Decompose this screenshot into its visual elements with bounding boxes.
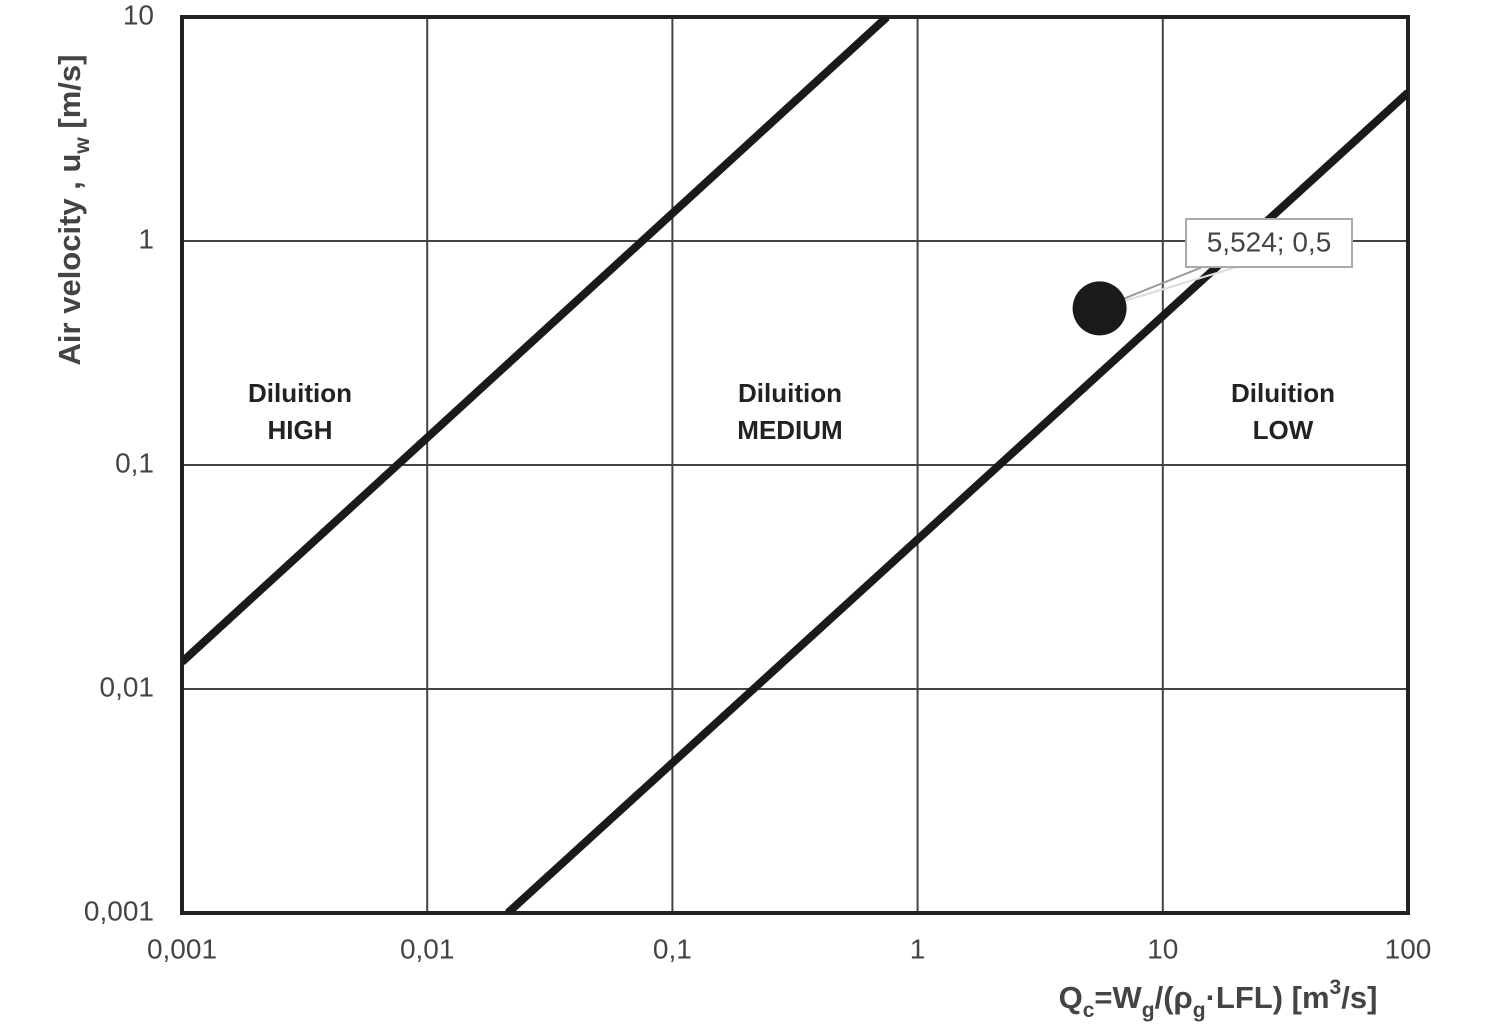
label-part: /s]: [1341, 980, 1377, 1015]
region-label: Diluition: [738, 378, 842, 408]
y-tick-label: 0,1: [115, 447, 154, 478]
label-part: /(ρ: [1155, 980, 1193, 1015]
region-label: Diluition: [248, 378, 352, 408]
series-line: [182, 17, 890, 665]
x-tick-label: 0,1: [653, 933, 692, 964]
x-tick-label: 1: [910, 933, 926, 964]
region-label: LOW: [1253, 415, 1314, 445]
label-part: Q: [1059, 980, 1083, 1015]
label-part: 3: [1330, 976, 1342, 999]
label-part: g: [1142, 999, 1155, 1022]
y-tick-label: 0,01: [100, 671, 155, 702]
x-tick-label: 0,001: [147, 933, 217, 964]
y-tick-label: 10: [123, 0, 154, 30]
label-part: Air velocity , u: [52, 154, 87, 366]
annotation-box: [1185, 218, 1353, 268]
label-part: [m/s]: [52, 55, 87, 138]
plot-frame: [180, 15, 1410, 915]
x-tick-label: 100: [1385, 933, 1432, 964]
region-label: HIGH: [268, 415, 333, 445]
region-label: MEDIUM: [737, 415, 842, 445]
region-label: Diluition: [1231, 378, 1335, 408]
x-axis-label: Qc=Wg/(ρg·LFL) [m3/s]: [1059, 976, 1378, 1022]
x-tick-label: 0,01: [400, 933, 455, 964]
x-tick-label: 10: [1147, 933, 1178, 964]
data-point: [1072, 281, 1127, 336]
y-axis-label: Air velocity , uw [m/s]: [52, 55, 94, 366]
y-tick-label: 0,001: [84, 895, 154, 926]
label-part: g: [1193, 999, 1206, 1022]
label-part: w: [71, 137, 94, 155]
label-part: c: [1083, 999, 1095, 1022]
series-line: [505, 89, 1408, 913]
label-part: =W: [1094, 980, 1142, 1015]
annotation-label: 5,524; 0,5: [1207, 226, 1332, 257]
label-part: ·LFL) [m: [1206, 980, 1330, 1015]
y-tick-label: 1: [138, 223, 154, 254]
